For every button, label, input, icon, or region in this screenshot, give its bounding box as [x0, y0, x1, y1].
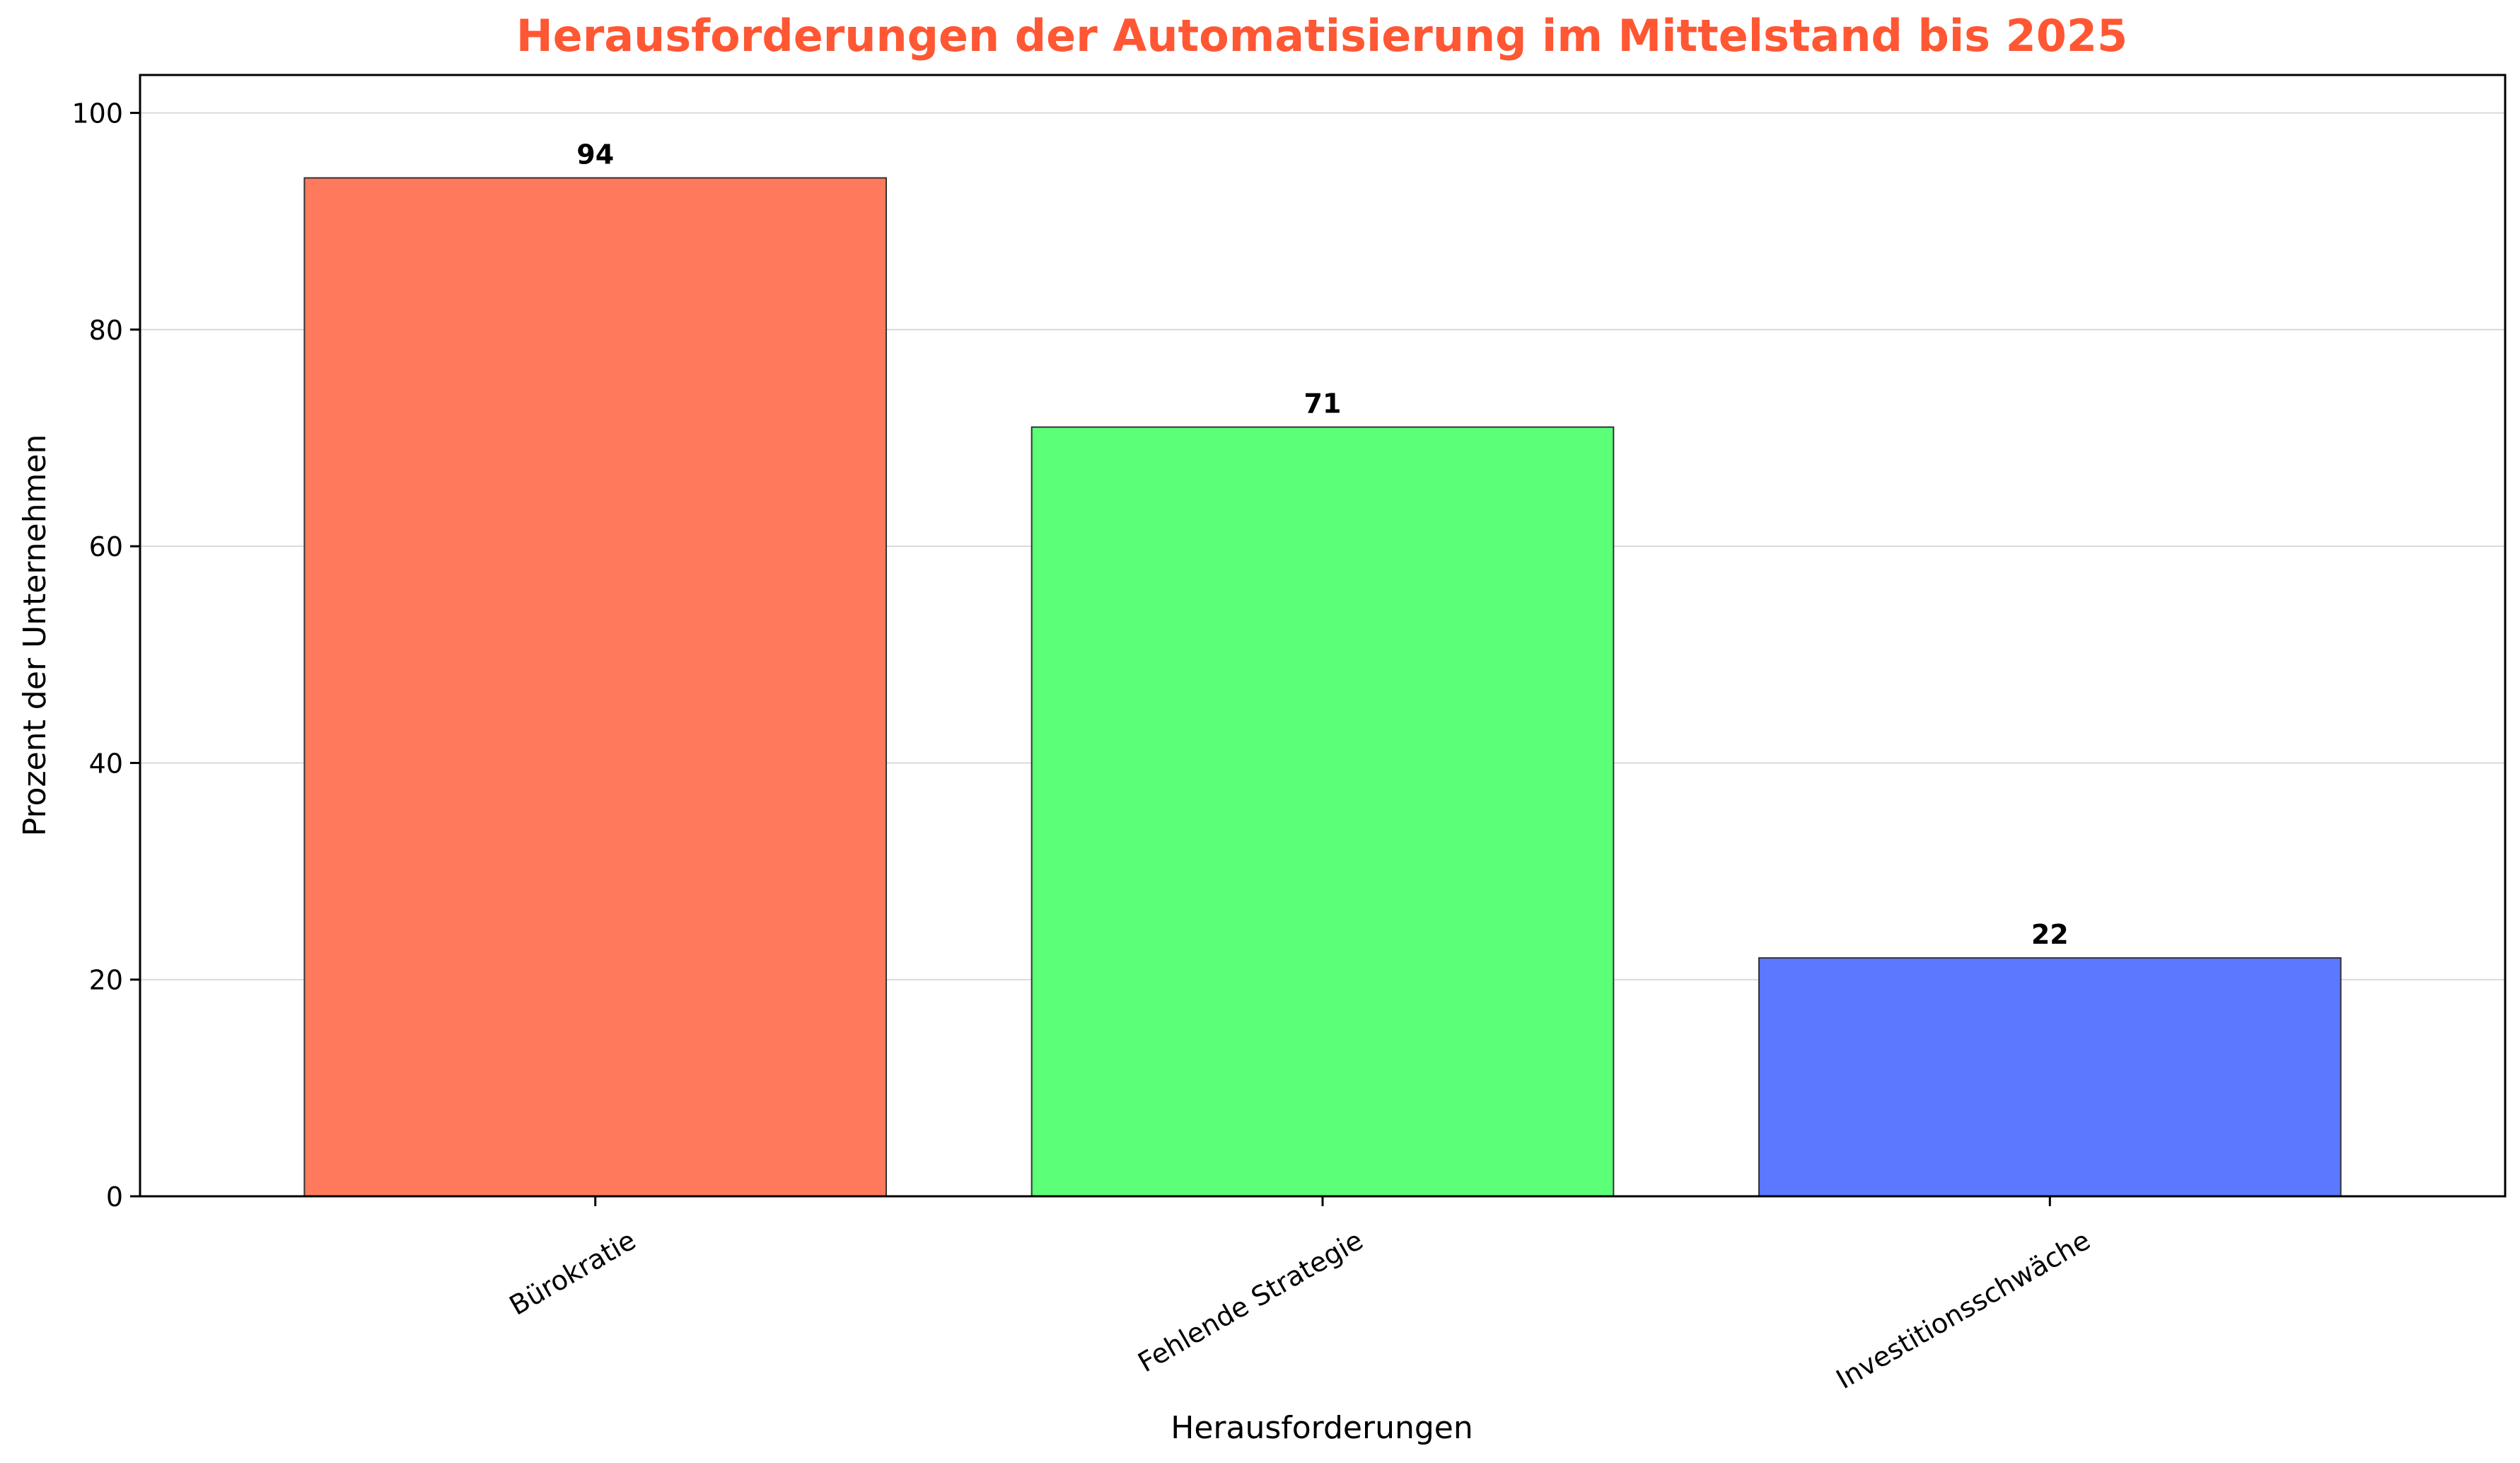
y-tick-label: 80	[89, 315, 123, 346]
chart-title: Herausforderungen der Automatisierung im…	[516, 10, 2127, 62]
y-tick-label: 100	[71, 98, 123, 129]
bar-value-label: 94	[576, 139, 614, 170]
y-tick-label: 20	[89, 965, 123, 996]
y-axis: 0 20 40 60 80 100	[71, 98, 140, 1213]
bar	[1758, 957, 2342, 1197]
bar-value-label: 71	[1304, 388, 1342, 420]
y-tick-label: 40	[89, 748, 123, 779]
y-axis-label: Prozent der Unternehmen	[17, 434, 53, 837]
bars	[303, 177, 2342, 1198]
bar	[1030, 426, 1615, 1197]
y-tick-label: 0	[106, 1181, 123, 1213]
x-axis-label: Herausforderungen	[1171, 1410, 1473, 1446]
bar	[303, 177, 888, 1198]
bar-value-label: 22	[2031, 919, 2069, 950]
y-tick-label: 60	[89, 531, 123, 562]
data-labels: 94 71 22	[576, 139, 2068, 950]
